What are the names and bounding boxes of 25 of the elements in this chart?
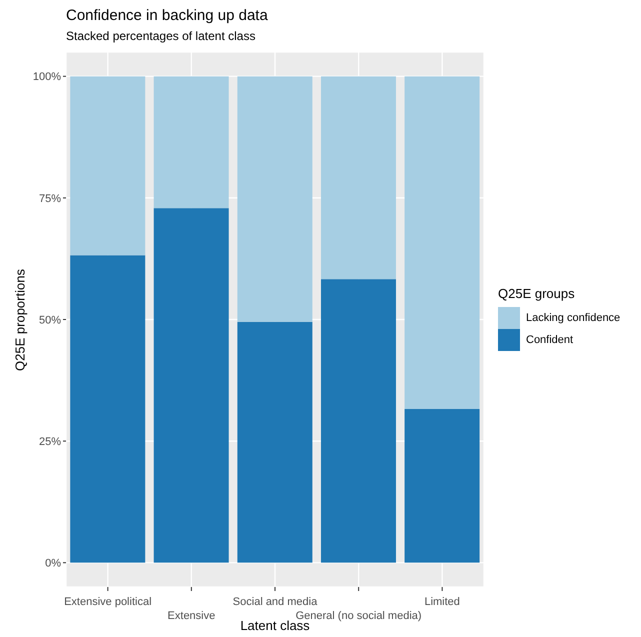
bar [320, 76, 396, 280]
y-axis-title: Q25E proportions [12, 269, 28, 371]
bar [70, 255, 146, 563]
x-tick-label: Extensive [168, 610, 216, 622]
chart-subtitle: Stacked percentages of latent class [66, 29, 256, 43]
bar [70, 76, 146, 256]
bar [154, 208, 229, 563]
y-tick-label: 50% [38, 314, 62, 326]
bar [237, 322, 312, 563]
x-tick-label: Limited [424, 596, 460, 608]
legend-label: Lacking confidence [526, 312, 620, 324]
bar [320, 279, 396, 563]
y-tick-label: 0% [45, 558, 62, 570]
legend-label: Confident [526, 334, 574, 346]
x-tick-label: Social and media [232, 596, 318, 608]
bar [404, 76, 480, 409]
x-tick-label: Extensive political [64, 596, 152, 608]
y-tick-label: 100% [32, 71, 62, 84]
chart-title: Confidence in backing up data [66, 7, 268, 24]
bar [154, 76, 229, 208]
y-tick-label: 75% [38, 192, 62, 205]
y-tick-label: 25% [38, 436, 62, 448]
legend-title: Q25E groups [498, 286, 576, 301]
bar [237, 76, 312, 322]
bar [404, 408, 480, 563]
